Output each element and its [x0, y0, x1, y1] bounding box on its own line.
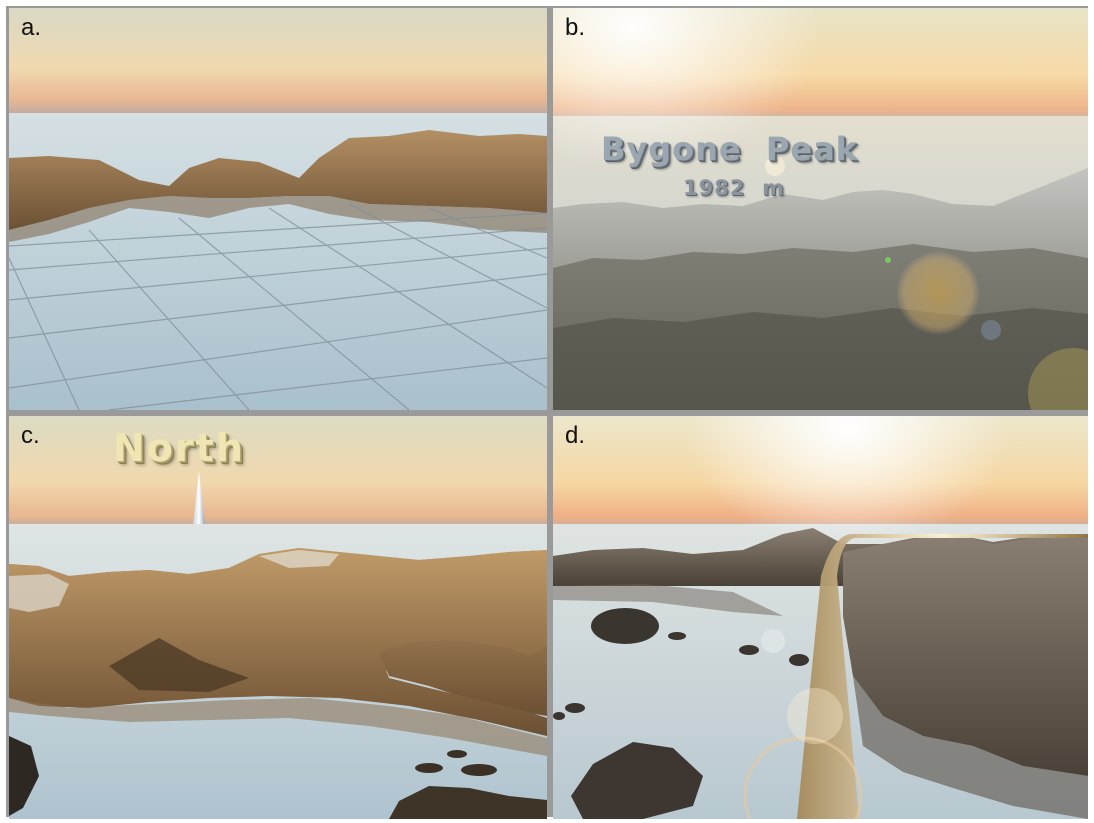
panel-d: d. — [553, 416, 1088, 819]
peak-name-label: Bygone Peak — [601, 130, 858, 168]
panel-d-letter: d. — [565, 422, 586, 449]
peak-elevation-label: 1982 m — [683, 176, 785, 200]
panel-a: a. — [9, 8, 547, 410]
north-direction-label: North — [113, 426, 245, 470]
panel-b: b. Bygone Peak 1982 m — [553, 8, 1088, 410]
panel-d-scene — [553, 416, 1088, 819]
panel-a-letter: a. — [21, 14, 42, 41]
panel-c: c. North — [9, 416, 547, 819]
panel-c-letter: c. — [21, 422, 40, 449]
panel-c-scene — [9, 416, 547, 819]
panel-b-letter: b. — [565, 14, 586, 41]
panel-a-scene — [9, 8, 547, 410]
panel-b-scene — [553, 8, 1088, 410]
